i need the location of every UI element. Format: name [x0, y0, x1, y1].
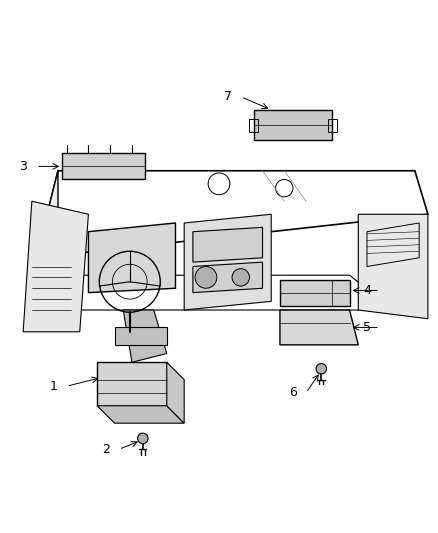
Polygon shape: [358, 214, 428, 319]
Text: 3: 3: [19, 160, 27, 173]
Polygon shape: [115, 327, 167, 345]
Polygon shape: [280, 279, 350, 305]
Text: 7: 7: [224, 90, 232, 103]
Polygon shape: [254, 110, 332, 140]
Polygon shape: [193, 262, 262, 293]
Polygon shape: [36, 171, 58, 275]
Polygon shape: [97, 362, 167, 406]
Circle shape: [195, 266, 217, 288]
Circle shape: [232, 269, 250, 286]
Text: 6: 6: [289, 386, 297, 399]
Polygon shape: [184, 214, 271, 310]
Text: 2: 2: [102, 443, 110, 456]
Text: 5: 5: [363, 321, 371, 334]
Polygon shape: [280, 310, 358, 345]
Polygon shape: [23, 201, 88, 332]
Polygon shape: [167, 362, 184, 423]
Polygon shape: [88, 223, 176, 293]
Text: 1: 1: [49, 379, 57, 393]
Text: 4: 4: [363, 284, 371, 297]
Polygon shape: [62, 154, 145, 180]
Polygon shape: [123, 310, 167, 362]
Polygon shape: [193, 228, 262, 262]
Polygon shape: [97, 406, 184, 423]
Circle shape: [316, 364, 326, 374]
Circle shape: [138, 433, 148, 443]
